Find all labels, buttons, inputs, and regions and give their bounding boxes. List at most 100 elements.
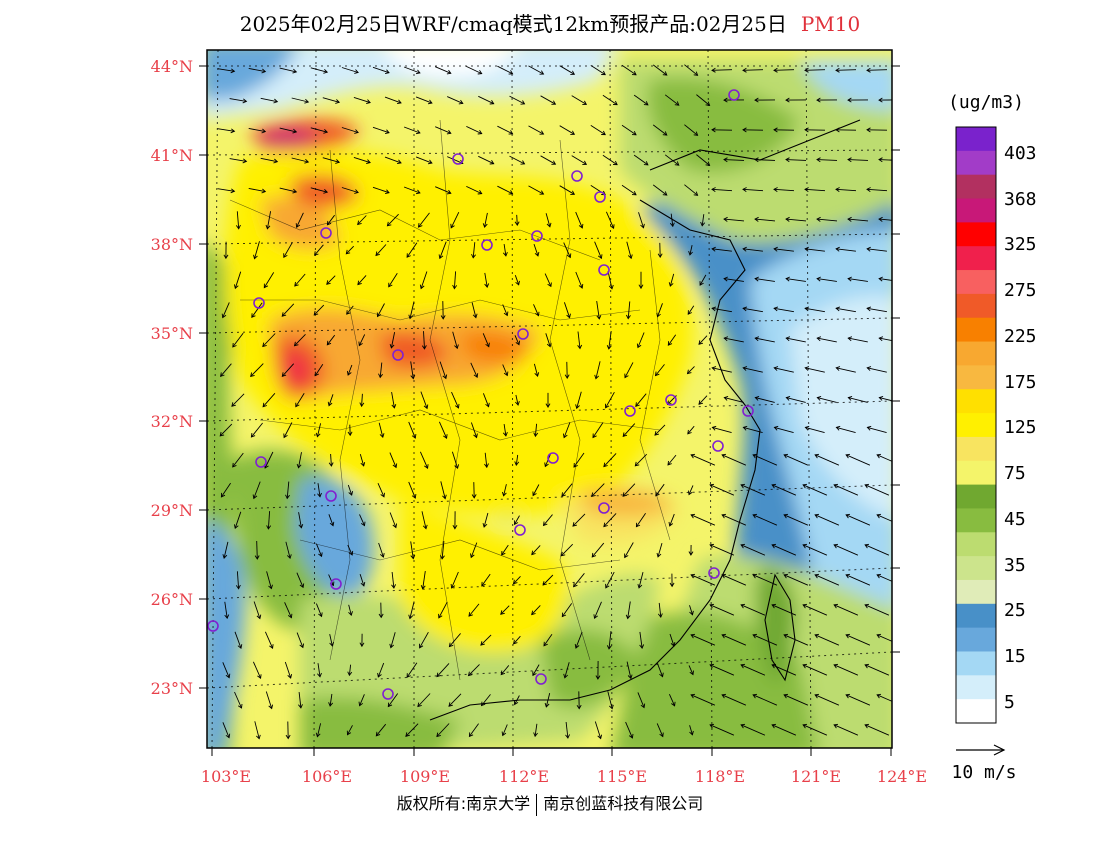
wind-arrow (468, 603, 480, 617)
wind-arrow (724, 337, 744, 343)
wind-arrow (712, 307, 732, 313)
wind-arrow (315, 543, 323, 557)
wind-arrowhead (221, 313, 227, 319)
wind-arrow (774, 367, 794, 373)
wind-arrowhead (389, 643, 395, 649)
wind-arrowhead (709, 663, 715, 669)
wind-arrow (503, 424, 507, 436)
wind-arrow (390, 632, 396, 648)
wind-arrow (436, 723, 450, 737)
wind-arrowhead (845, 453, 851, 459)
wind-arrowhead (570, 190, 576, 195)
wind-arrow (805, 307, 825, 313)
wind-arrowhead (539, 70, 545, 75)
wind-arrow (514, 275, 520, 285)
wind-arrowhead (318, 552, 323, 558)
wind-arrowhead (514, 221, 520, 226)
wind-arrowhead (471, 494, 477, 499)
wind-arrowhead (480, 641, 485, 646)
wind-arrowhead (354, 189, 359, 194)
wind-arrow (415, 156, 433, 164)
wind-arrowhead (674, 161, 680, 166)
wind-arrowhead (347, 431, 353, 437)
wind-arrow (531, 545, 541, 555)
wind-arrow (322, 97, 340, 103)
wind-arrow (481, 573, 491, 587)
wind-arrow (294, 333, 306, 347)
pollutant-label: PM10 (800, 12, 861, 36)
lon-labels: 103°E 106°E 109°E 112°E 115°E 118°E 121°… (201, 767, 927, 786)
wind-arrowhead (222, 554, 228, 559)
wind-arrowhead (785, 276, 790, 282)
wind-arrowhead (864, 603, 870, 609)
wind-arrow (594, 601, 602, 619)
wind-arrowhead (318, 612, 323, 618)
wind-arrowhead (635, 402, 640, 407)
wind-arrowhead (773, 246, 778, 252)
wind-arrowhead (711, 366, 717, 371)
wind-arrowhead (482, 223, 488, 228)
wind-arrow (656, 663, 664, 677)
wind-arrowhead (635, 522, 641, 528)
city-marker (517, 328, 529, 340)
wind-arrowhead (378, 373, 383, 379)
wind-arrowhead (698, 340, 704, 345)
colorbar-swatch (956, 556, 996, 581)
wind-arrowhead (515, 340, 521, 346)
wind-arrowhead (501, 731, 507, 737)
wind-arrow (310, 127, 328, 133)
wind-arrowhead (514, 461, 520, 466)
wind-arrowhead (520, 160, 526, 165)
wind-arrow (577, 331, 581, 349)
wind-arrow (298, 692, 302, 708)
wind-arrow (596, 301, 600, 319)
wind-arrowhead (223, 254, 229, 260)
wind-arrow (389, 512, 397, 528)
wind-arrowhead (335, 99, 341, 104)
wind-arrow (878, 159, 892, 161)
wind-arrow (264, 451, 274, 469)
wind-arrowhead (643, 161, 649, 166)
wind-arrowhead (816, 216, 821, 222)
wind-arrowhead (261, 188, 267, 194)
wind-arrow (805, 367, 825, 373)
wind-arrow (421, 511, 427, 529)
wind-arrow (709, 544, 735, 556)
wind-arrowhead (410, 374, 416, 380)
wind-arrow (561, 483, 573, 497)
wind-arrow (712, 248, 732, 252)
wind-arrowhead (359, 402, 365, 408)
wind-arrow (626, 661, 632, 679)
wind-arrow (696, 94, 710, 106)
wind-arrow (466, 185, 482, 195)
wind-arrow (267, 511, 271, 529)
wind-arrow (281, 303, 295, 317)
wind-arrow (571, 155, 587, 165)
wind-arrow (359, 573, 365, 587)
wind-arrow (783, 574, 809, 586)
wind-arrow (298, 452, 302, 468)
wind-arrow (711, 188, 733, 192)
wind-arrow (438, 421, 448, 439)
wind-arrowhead (785, 216, 790, 222)
wind-arrowhead (833, 663, 839, 669)
wind-arrowhead (627, 254, 633, 260)
wind-arrow (284, 661, 292, 679)
wind-arrowhead (721, 693, 727, 699)
wind-arrow (234, 511, 242, 529)
wind-arrowhead (535, 311, 540, 317)
wind-arrowhead (422, 524, 428, 530)
wind-arrow (742, 69, 764, 71)
wind-arrow (372, 126, 390, 134)
wind-arrow (774, 307, 794, 313)
wind-arrowhead (631, 71, 637, 76)
wind-arrowhead (802, 483, 808, 489)
wind-arrow (253, 481, 261, 499)
wind-arrowhead (742, 425, 748, 431)
wind-arrow (656, 723, 664, 737)
wind-arrow (347, 725, 353, 735)
wind-arrow (502, 364, 508, 376)
wind-arrow (471, 302, 477, 318)
wind-arrow (652, 184, 668, 196)
